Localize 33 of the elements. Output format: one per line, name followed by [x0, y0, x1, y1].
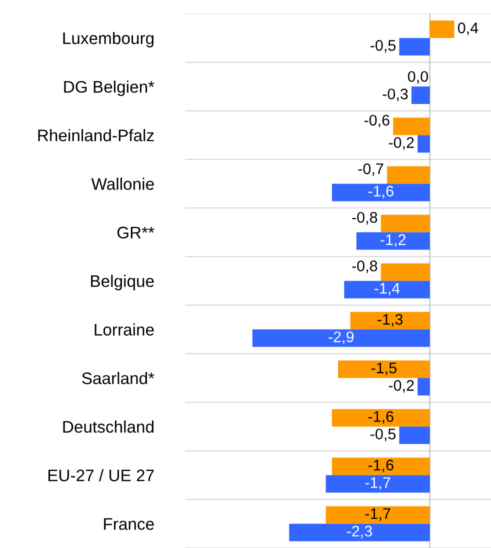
data-label: -1,7 — [365, 477, 390, 490]
data-label: -0,8 — [352, 212, 378, 225]
data-label: -1,6 — [368, 460, 394, 472]
data-label: 0,4 — [458, 22, 478, 36]
data-label: -1,6 — [368, 186, 394, 198]
data-label: -0,2 — [388, 380, 414, 393]
data-label: -0,5 — [370, 40, 396, 53]
y-tick-label: Lorraine — [94, 323, 154, 336]
data-label: -1,7 — [365, 508, 390, 521]
y-tick-label: EU-27 / UE 27 — [48, 469, 154, 482]
data-label: -0,2 — [388, 137, 414, 150]
y-tick-label: France — [104, 518, 154, 530]
y-tick-label: Luxembourg — [63, 32, 154, 48]
data-label: -1,4 — [374, 283, 400, 296]
data-label: -1,6 — [368, 411, 394, 424]
y-tick-label: Saarland* — [82, 372, 154, 384]
data-label: -0,8 — [352, 260, 378, 274]
data-label: -1,3 — [378, 314, 403, 327]
y-tick-label: Deutschland — [63, 420, 154, 433]
data-label: -2,3 — [346, 526, 372, 538]
data-label: -0,5 — [370, 428, 396, 442]
y-tick-label: GR** — [117, 226, 154, 238]
data-label: 0,0 — [408, 71, 428, 84]
data-label: -2,9 — [328, 331, 354, 344]
y-tick-label: Rheinland-Pfalz — [38, 129, 154, 142]
y-tick-label: Wallonie — [91, 178, 154, 190]
y-tick-label: DG Belgien* — [64, 80, 154, 96]
data-label: -0,7 — [358, 163, 384, 176]
y-tick-label: Belgique — [91, 274, 154, 290]
data-label: -0,6 — [364, 114, 390, 128]
data-label: -1,5 — [371, 362, 396, 376]
data-label: -1,2 — [380, 234, 406, 247]
data-label: -0,3 — [382, 88, 408, 102]
